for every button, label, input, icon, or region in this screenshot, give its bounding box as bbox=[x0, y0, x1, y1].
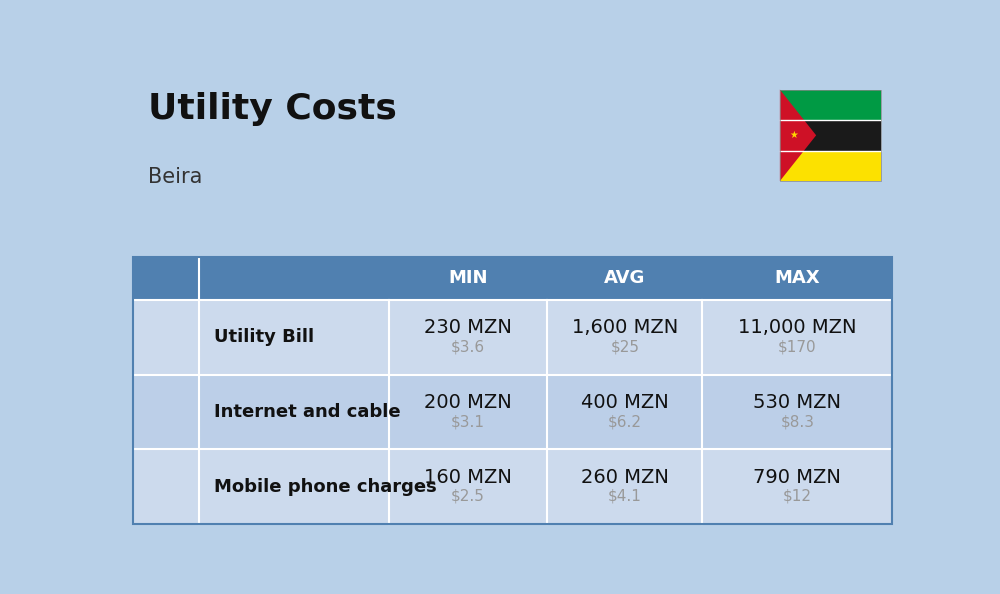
FancyBboxPatch shape bbox=[133, 450, 892, 524]
Text: 400 MZN: 400 MZN bbox=[581, 393, 669, 412]
Text: MIN: MIN bbox=[448, 269, 488, 287]
Text: 230 MZN: 230 MZN bbox=[424, 318, 512, 337]
Text: 530 MZN: 530 MZN bbox=[753, 393, 841, 412]
Text: MAX: MAX bbox=[774, 269, 820, 287]
Text: Utility Costs: Utility Costs bbox=[148, 92, 397, 126]
FancyBboxPatch shape bbox=[133, 375, 892, 450]
Text: $4.1: $4.1 bbox=[608, 489, 642, 504]
FancyBboxPatch shape bbox=[780, 120, 881, 150]
Text: 11,000 MZN: 11,000 MZN bbox=[738, 318, 857, 337]
Text: $25: $25 bbox=[610, 340, 639, 355]
FancyBboxPatch shape bbox=[133, 257, 892, 300]
Text: $12: $12 bbox=[783, 489, 812, 504]
Text: 1,600 MZN: 1,600 MZN bbox=[572, 318, 678, 337]
Text: ★: ★ bbox=[790, 130, 798, 140]
Text: 790 MZN: 790 MZN bbox=[753, 467, 841, 486]
Text: $8.3: $8.3 bbox=[780, 414, 814, 429]
FancyBboxPatch shape bbox=[133, 300, 892, 375]
Text: $170: $170 bbox=[778, 340, 817, 355]
Text: 260 MZN: 260 MZN bbox=[581, 467, 669, 486]
Text: 200 MZN: 200 MZN bbox=[424, 393, 512, 412]
FancyBboxPatch shape bbox=[780, 90, 881, 120]
Text: AVG: AVG bbox=[604, 269, 646, 287]
Text: $3.1: $3.1 bbox=[451, 414, 485, 429]
Text: $3.6: $3.6 bbox=[451, 340, 485, 355]
Text: $2.5: $2.5 bbox=[451, 489, 485, 504]
Polygon shape bbox=[780, 90, 816, 181]
Text: Utility Bill: Utility Bill bbox=[214, 328, 314, 346]
Text: 160 MZN: 160 MZN bbox=[424, 467, 512, 486]
Text: Beira: Beira bbox=[148, 168, 203, 187]
Text: $6.2: $6.2 bbox=[608, 414, 642, 429]
Text: Mobile phone charges: Mobile phone charges bbox=[214, 478, 437, 496]
FancyBboxPatch shape bbox=[780, 150, 881, 181]
Text: Internet and cable: Internet and cable bbox=[214, 403, 401, 421]
